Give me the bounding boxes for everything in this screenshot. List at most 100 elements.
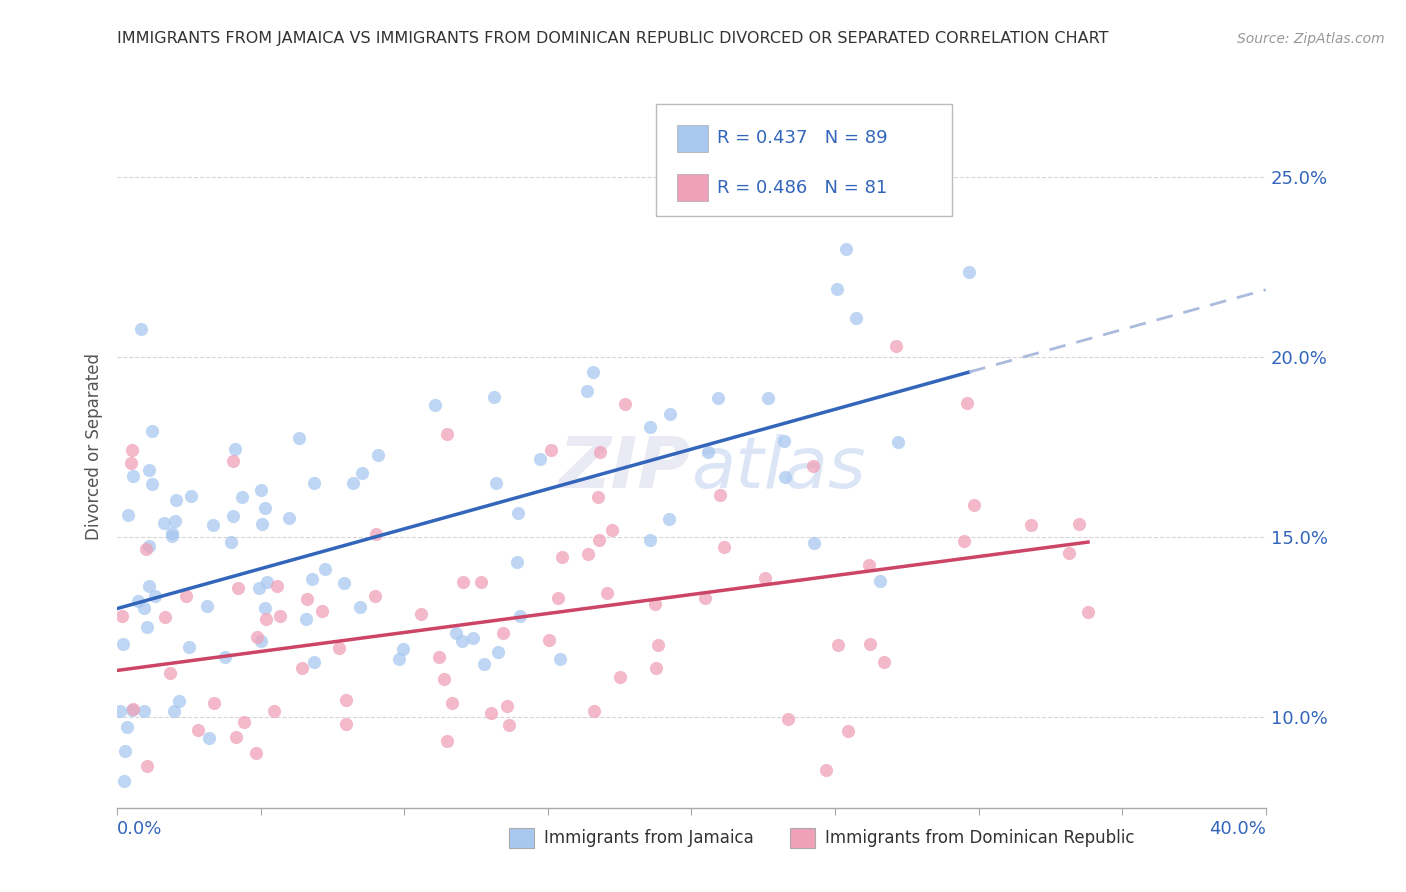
Point bbox=[709, 488, 731, 502]
Point bbox=[311, 604, 333, 618]
Point bbox=[219, 535, 242, 549]
Point bbox=[169, 694, 191, 708]
Point bbox=[187, 723, 209, 737]
Point bbox=[222, 454, 245, 468]
Text: 0.0%: 0.0% bbox=[117, 821, 163, 838]
Point bbox=[163, 704, 186, 718]
Point bbox=[837, 724, 859, 739]
Point bbox=[122, 702, 145, 716]
Point bbox=[138, 463, 160, 477]
Point bbox=[427, 650, 450, 665]
Point bbox=[136, 759, 159, 773]
Point bbox=[111, 637, 134, 651]
Point bbox=[600, 523, 623, 537]
Point bbox=[754, 571, 776, 585]
Point bbox=[586, 490, 609, 504]
Point bbox=[141, 424, 163, 438]
Point bbox=[165, 492, 187, 507]
Point bbox=[506, 506, 529, 520]
Point bbox=[263, 704, 285, 718]
Point bbox=[153, 516, 176, 530]
Point bbox=[110, 704, 132, 718]
Point bbox=[226, 581, 249, 595]
Point bbox=[845, 311, 868, 326]
Point bbox=[256, 575, 278, 590]
Point bbox=[803, 536, 825, 550]
Point bbox=[224, 442, 246, 457]
Point bbox=[302, 476, 325, 491]
Point bbox=[548, 652, 571, 666]
Point bbox=[461, 631, 484, 645]
Point bbox=[436, 426, 458, 441]
Point bbox=[693, 591, 716, 606]
Point bbox=[444, 626, 467, 640]
Point bbox=[143, 589, 166, 603]
Point bbox=[859, 637, 882, 651]
Point bbox=[367, 448, 389, 462]
Point bbox=[825, 282, 848, 296]
Point bbox=[295, 612, 318, 626]
Point bbox=[873, 655, 896, 669]
Point bbox=[121, 442, 143, 457]
Point bbox=[135, 620, 157, 634]
Point bbox=[647, 638, 669, 652]
Point bbox=[269, 608, 291, 623]
Point bbox=[335, 693, 357, 707]
Point bbox=[776, 712, 799, 726]
Point bbox=[869, 574, 891, 588]
Point bbox=[385, 838, 408, 853]
Point bbox=[174, 589, 197, 603]
Point bbox=[180, 490, 202, 504]
Point bbox=[479, 706, 502, 720]
Point bbox=[485, 475, 508, 490]
Point bbox=[160, 529, 183, 543]
Point bbox=[509, 609, 531, 624]
Point bbox=[804, 161, 827, 175]
Point bbox=[956, 396, 979, 410]
Point bbox=[225, 731, 247, 745]
Text: R = 0.437   N = 89: R = 0.437 N = 89 bbox=[717, 129, 887, 147]
Point bbox=[814, 763, 837, 777]
Point bbox=[117, 508, 139, 522]
Point bbox=[250, 483, 273, 498]
Point bbox=[333, 576, 356, 591]
Text: R = 0.486   N = 81: R = 0.486 N = 81 bbox=[717, 178, 887, 196]
Point bbox=[596, 586, 619, 600]
Point bbox=[115, 720, 138, 734]
Point bbox=[141, 477, 163, 491]
Point bbox=[121, 703, 143, 717]
Point bbox=[451, 574, 474, 589]
Point bbox=[179, 640, 201, 654]
Text: 40.0%: 40.0% bbox=[1209, 821, 1265, 838]
Point bbox=[644, 597, 666, 611]
Point bbox=[127, 594, 149, 608]
Point bbox=[492, 626, 515, 640]
Point bbox=[114, 744, 136, 758]
Point bbox=[583, 704, 606, 718]
Point bbox=[132, 704, 155, 718]
Point bbox=[388, 652, 411, 666]
Point bbox=[707, 392, 730, 406]
Point bbox=[350, 466, 373, 480]
Text: IMMIGRANTS FROM JAMAICA VS IMMIGRANTS FROM DOMINICAN REPUBLIC DIVORCED OR SEPARA: IMMIGRANTS FROM JAMAICA VS IMMIGRANTS FR… bbox=[117, 31, 1109, 46]
Point bbox=[506, 555, 529, 569]
Point bbox=[202, 518, 225, 533]
Point bbox=[253, 601, 276, 615]
Point bbox=[254, 612, 277, 626]
Point bbox=[886, 435, 908, 450]
Point bbox=[155, 609, 177, 624]
Point bbox=[297, 592, 319, 607]
Point bbox=[827, 638, 849, 652]
Point bbox=[538, 633, 561, 648]
Point bbox=[433, 673, 456, 687]
Point bbox=[301, 572, 323, 586]
Point bbox=[159, 665, 181, 680]
Point bbox=[195, 599, 218, 613]
Point bbox=[697, 445, 720, 459]
Point bbox=[547, 591, 569, 605]
Point bbox=[392, 641, 415, 656]
Point bbox=[404, 842, 426, 856]
Point bbox=[198, 731, 221, 746]
Point bbox=[645, 661, 668, 675]
Point bbox=[498, 718, 520, 732]
